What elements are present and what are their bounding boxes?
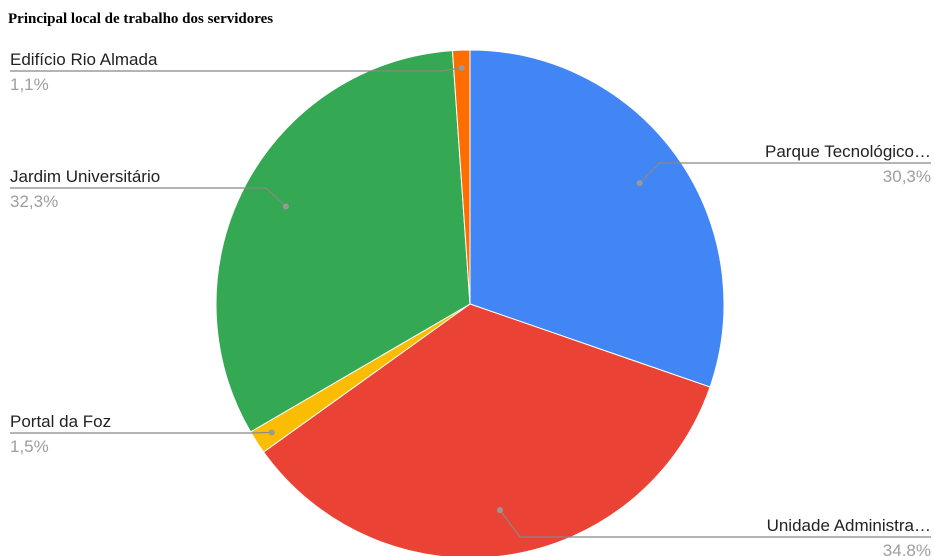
- pie-slice: [469, 49, 725, 388]
- slice-label: Jardim Universitário: [10, 167, 160, 186]
- leader-dot: [268, 429, 275, 436]
- slice-percent-label: 32,3%: [10, 192, 58, 211]
- leader-line: [10, 187, 287, 207]
- leader-line: [499, 509, 931, 538]
- slice-percent-label: 34,8%: [883, 541, 931, 556]
- slice-label: Edifício Rio Almada: [10, 50, 158, 69]
- slice-label: Portal da Foz: [10, 412, 111, 431]
- leader-dot: [282, 203, 289, 210]
- leader-line: [639, 162, 931, 184]
- pie-slice: [215, 50, 471, 433]
- slice-label: Parque Tecnológico…: [765, 142, 931, 161]
- slice-percent-label: 1,5%: [10, 437, 49, 456]
- slice-label: Unidade Administra…: [767, 516, 931, 535]
- leader-dot: [496, 507, 503, 514]
- pie-labels: Parque Tecnológico… 30,3% Unidade Administ…: [10, 50, 931, 556]
- slice-percent-label: 1,1%: [10, 75, 49, 94]
- pie-slices: [215, 49, 725, 556]
- slice-percent-label: 30,3%: [883, 167, 931, 186]
- leader-line: [10, 431, 272, 434]
- pie-slice: [451, 49, 471, 305]
- leader-dot: [636, 180, 643, 187]
- leader-line: [10, 67, 462, 72]
- leader-dot: [458, 64, 465, 71]
- chart-title: Principal local de trabalho dos servidor…: [8, 11, 273, 27]
- pie-slice: [262, 303, 711, 556]
